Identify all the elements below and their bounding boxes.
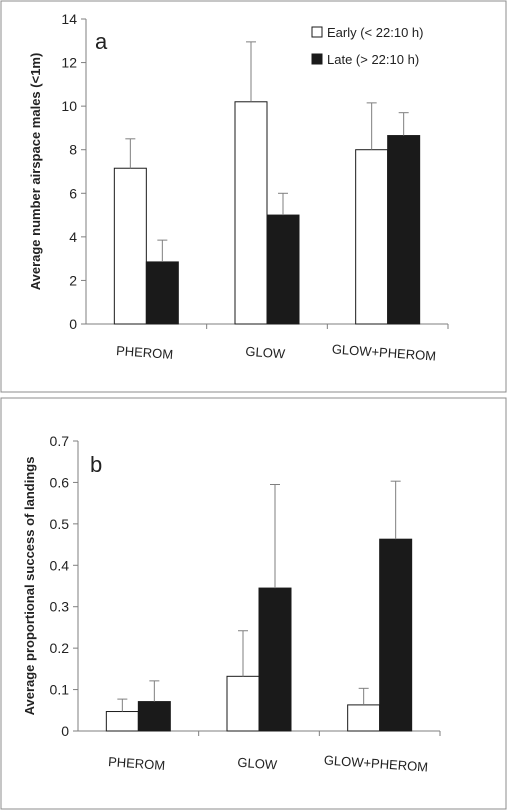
legend-swatch bbox=[311, 53, 323, 65]
bar-glow-pherom-late bbox=[379, 538, 413, 732]
legend-label: Late (> 22:10 h) bbox=[327, 52, 419, 67]
y-tick-label: 0.4 bbox=[50, 557, 70, 573]
y-tick-label: 10 bbox=[61, 98, 77, 114]
y-tick-label: 0.3 bbox=[50, 599, 70, 615]
y-tick-label: 0.6 bbox=[50, 474, 70, 490]
y-tick-label: 0.1 bbox=[50, 682, 70, 698]
category-label: GLOW bbox=[245, 344, 286, 362]
bar-glow-pherom-late bbox=[387, 135, 421, 325]
bar-glow-late bbox=[266, 214, 300, 325]
panel-letter: b bbox=[90, 452, 102, 477]
panel-a: 0 2 4 6 8 10 12 14 PHEROM GLOW GLOW+PHEROM Average … bbox=[0, 0, 507, 393]
panel-b: 0 0.1 0.2 0.3 0.4 0.5 0.6 0.7 PHEROM GLOW GLOW+PHE… bbox=[0, 397, 507, 810]
bar-pherom-early bbox=[105, 711, 139, 732]
category-label: GLOW+PHEROM bbox=[331, 341, 436, 363]
panel-letter: a bbox=[95, 29, 108, 54]
category-label: GLOW+PHEROM bbox=[323, 752, 428, 774]
y-tick-label: 12 bbox=[61, 55, 77, 71]
legend-swatch bbox=[311, 26, 323, 38]
y-tick-label: 0 bbox=[61, 723, 69, 739]
bar-pherom-late bbox=[145, 261, 179, 325]
y-tick-label: 0.2 bbox=[50, 640, 70, 656]
y-axis-label: Average proportional success of landings bbox=[22, 457, 37, 716]
bar-pherom-early bbox=[113, 167, 147, 325]
bar-glow-early bbox=[234, 101, 268, 325]
legend-label: Early (< 22:10 h) bbox=[327, 25, 423, 40]
bar-glow-early bbox=[226, 675, 260, 732]
category-label: GLOW bbox=[237, 755, 278, 773]
y-tick-label: 0.7 bbox=[50, 433, 70, 449]
y-tick-label: 8 bbox=[69, 142, 77, 158]
category-label: PHEROM bbox=[108, 754, 166, 773]
category-label: PHEROM bbox=[116, 343, 174, 362]
y-tick-label: 2 bbox=[69, 272, 77, 288]
y-tick-label: 0.5 bbox=[50, 516, 70, 532]
y-tick-label: 0 bbox=[69, 316, 77, 332]
y-tick-label: 4 bbox=[69, 229, 77, 245]
y-tick-label: 6 bbox=[69, 185, 77, 201]
y-tick-label: 14 bbox=[61, 11, 77, 27]
bar-glow-late bbox=[258, 587, 292, 732]
y-axis-label: Average number airspace males (<1m) bbox=[28, 53, 43, 291]
bar-glow-pherom-early bbox=[355, 149, 389, 325]
bar-pherom-late bbox=[137, 701, 171, 732]
panel-frame bbox=[0, 397, 507, 810]
legend: Early (< 22:10 h) Late (> 22:10 h) bbox=[311, 25, 423, 67]
bar-glow-pherom-early bbox=[347, 704, 381, 732]
